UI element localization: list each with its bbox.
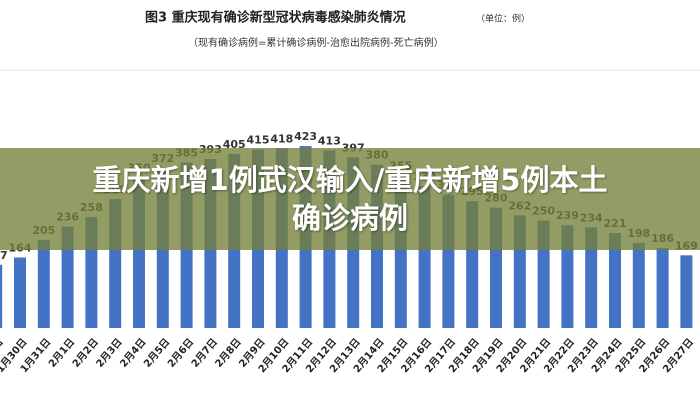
bar [561,225,574,328]
unit-note: （单位：例） [476,13,530,25]
bar [585,227,598,328]
bar [609,232,621,328]
value-label: 413 [318,134,341,147]
value-label: 405 [223,138,246,151]
value-label: 418 [270,132,293,145]
chart-subtitle: （现有确诊病例=累计确诊病例-治愈出院病例-死亡病例） [188,36,444,49]
headline-line: 重庆新增1例武汉输入/重庆新增5例本土 [92,163,608,197]
bar [0,264,3,328]
chart-title: 图3 重庆现有确诊新型冠状病毒感染肺炎情况 [145,10,406,26]
bar [656,248,669,328]
bar [37,239,50,328]
bar [14,257,26,328]
bar [680,255,693,328]
value-label: 423 [294,130,317,143]
bar [632,242,645,328]
headline-line: 确诊病例 [291,201,408,235]
value-label: 147 [0,249,8,262]
value-label: 415 [247,134,270,147]
headline-banner: 重庆新增1例武汉输入/重庆新增5例本土 确诊病例 [0,148,700,250]
bar [61,226,74,328]
